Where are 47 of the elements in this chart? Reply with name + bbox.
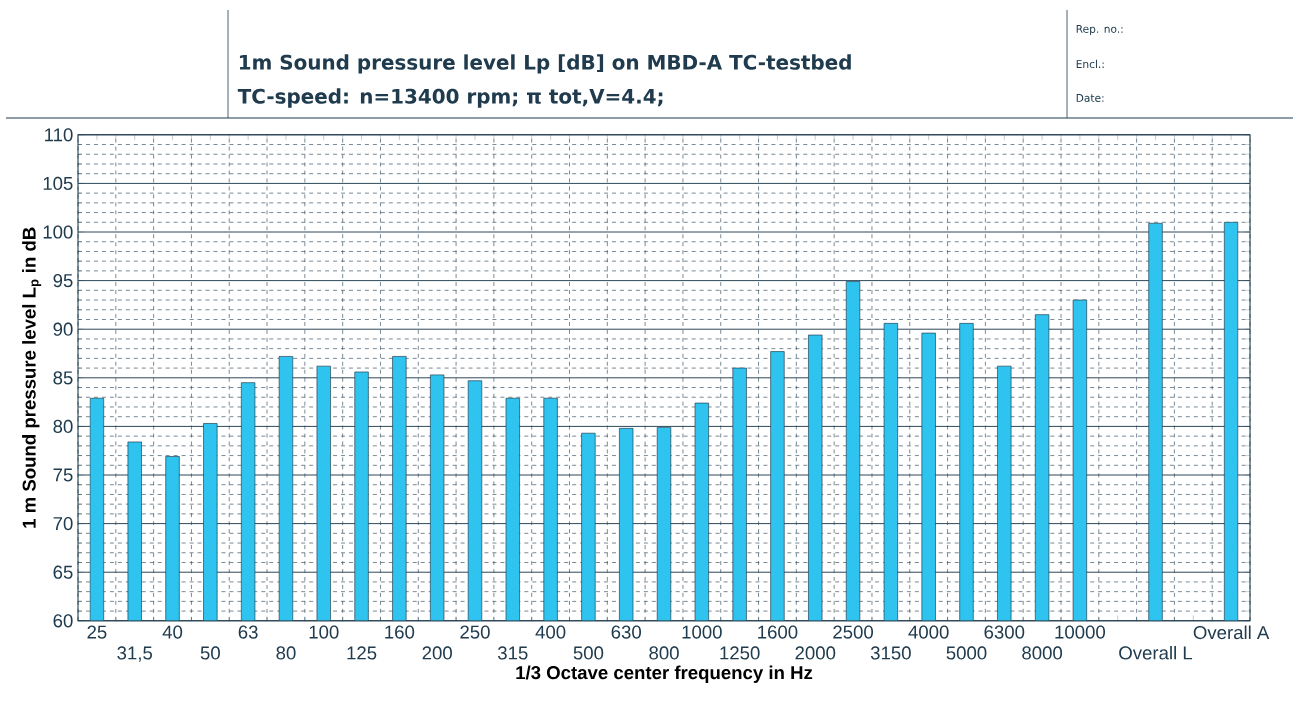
x-tick-label: 31,5 [117,646,153,662]
y-tick-label: 90 [53,322,73,336]
y-tick-label: 80 [53,419,73,434]
x-tick-label: 1600 [758,625,798,639]
y-tick-label: 105 [43,176,73,191]
chart-title: 1m Sound pressure level Lp [dB] on MBD-A TC-testbed [239,54,851,74]
y-tick-label: 65 [53,565,73,579]
x-tick-label: 400 [535,625,566,639]
x-tick-label: 2500 [833,625,874,639]
chart-subtitle: TC-speed: n=13400 rpm; π tot,V=4.4; [237,88,663,108]
x-tick-label: 1000 [682,625,722,639]
x-tick-label: 63 [238,625,258,639]
x-tick-label: 800 [649,646,679,660]
y-tick-label: 110 [45,128,73,142]
x-tick-label: 500 [573,646,604,660]
x-tick-label: 250 [460,625,490,639]
x-tick-label: 2000 [795,646,836,660]
x-tick-label: 125 [347,646,377,660]
x-tick-label: Overall A [1193,625,1270,640]
text: Encl.: [1076,59,1104,69]
x-tick-label: 50 [200,646,220,660]
x-tick-label: 315 [497,646,528,660]
text: Date: [1076,94,1104,103]
y-tick-label: 100 [43,225,73,239]
y-tick-label: 95 [53,274,73,288]
y-axis-title: 1 m Sound pressure level L$_{p}$ in dB [22,227,42,528]
x-tick-label: 6300 [984,625,1025,639]
x-tick-label: 160 [385,625,415,639]
x-tick-label: 5000 [946,646,987,660]
x-tick-label: 80 [276,646,296,660]
y-tick-label: 75 [53,468,73,482]
x-tick-label: 200 [422,646,452,660]
y-tick-label: 60 [53,614,73,628]
x-tick-label: 40 [162,625,183,639]
x-axis-title: 1/3 Octave center frequency in Hz [516,665,813,683]
x-tick-label: 1250 [720,646,760,660]
x-tick-label: 100 [309,625,339,639]
x-tick-label: 10000 [1055,625,1106,639]
text: Rep. no.: [1076,25,1123,36]
x-tick-label: Overall L [1119,645,1193,660]
y-tick-label: 85 [53,371,73,385]
x-tick-label: 3150 [870,646,911,660]
x-tick-label: 630 [611,625,641,639]
x-tick-label: 4000 [908,625,949,639]
y-tick-label: 70 [53,517,73,531]
x-tick-label: 8000 [1022,646,1063,660]
x-tick-label: 25 [87,625,107,639]
